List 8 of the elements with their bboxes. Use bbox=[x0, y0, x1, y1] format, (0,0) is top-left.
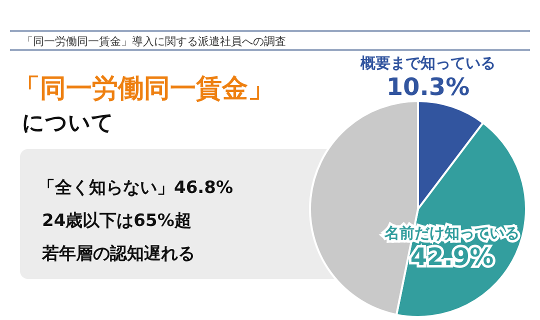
text: 若年層の認知遅れる bbox=[41, 244, 195, 264]
text: 「同一労働同一賃金」について bbox=[14, 74, 274, 136]
slice-label: 概要まで知っている bbox=[360, 54, 496, 72]
text: 「同一労働同一賃金」導入に関する派遣社員への調査 bbox=[22, 35, 286, 48]
data-label: 42.9% bbox=[410, 243, 494, 271]
text: 「全く知らない」46.8% bbox=[38, 178, 233, 198]
data-label: 10.3% bbox=[386, 73, 470, 101]
text: 24歳以下は65%超 bbox=[42, 211, 192, 231]
